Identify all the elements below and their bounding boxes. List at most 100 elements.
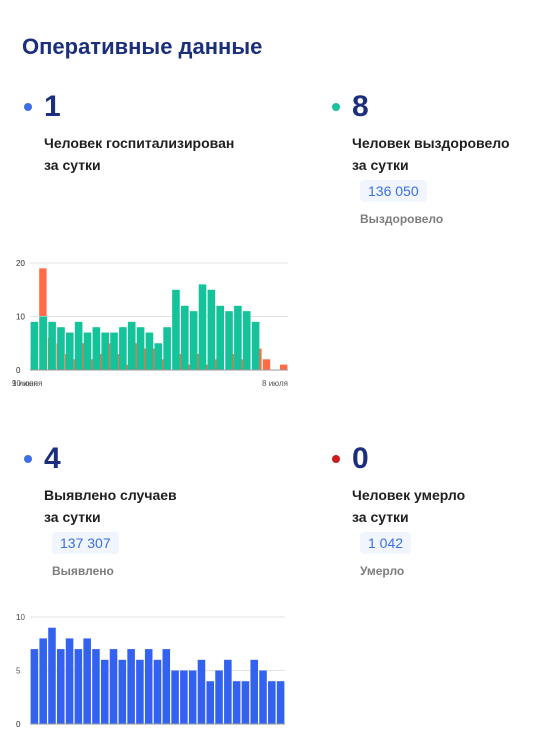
deaths-description: Человек умерло за сутки	[352, 484, 550, 528]
chart-bar	[66, 332, 74, 370]
desc-line: Выявлено случаев	[44, 487, 177, 503]
desc-line: Человек умерло	[352, 487, 466, 503]
hospitalized-count: 1	[44, 90, 61, 123]
chart-bar	[92, 327, 101, 370]
chart-bar	[100, 659, 109, 724]
y-tick-label: 0	[16, 366, 21, 375]
recovered-description: Человек выздоровело за сутки	[352, 132, 550, 176]
y-tick-label: 10	[16, 613, 25, 622]
chart-bar	[83, 332, 92, 370]
y-tick-label: 10	[16, 313, 25, 322]
chart-bar	[65, 638, 74, 724]
hospitalized-description: Человек госпитализирован за сутки	[44, 132, 244, 176]
chart-bar	[280, 364, 288, 370]
detected-total-label: Выявлено	[52, 564, 114, 578]
detected-count: 4	[44, 442, 61, 475]
chart-bar	[224, 659, 232, 724]
page-title: Оперативные данные	[22, 34, 263, 59]
chart-bar	[48, 627, 56, 724]
chart-bar	[30, 649, 39, 724]
chart-bar	[276, 681, 285, 724]
recovered-total-badge: 136 050	[360, 180, 427, 202]
chart-bar	[206, 681, 215, 724]
desc-line: Человек госпитализирован	[44, 135, 235, 151]
status-dot-icon	[24, 103, 32, 111]
chart-bar	[207, 289, 216, 370]
deaths-total-label: Умерло	[360, 564, 405, 578]
y-tick-label: 0	[16, 720, 21, 729]
chart-bar	[136, 659, 144, 724]
chart-bar	[153, 659, 162, 724]
deaths-count: 0	[352, 442, 369, 475]
status-dot-icon	[332, 455, 340, 463]
chart-bar	[172, 289, 180, 370]
chart-bar	[176, 353, 185, 370]
chart-bar	[118, 659, 127, 724]
detected-chart: 10 5 0	[16, 613, 285, 729]
chart-bar	[30, 321, 39, 370]
chart-bar	[180, 670, 188, 724]
chart-bar	[198, 284, 207, 370]
chart-bar	[144, 649, 153, 724]
chart-bar	[216, 305, 224, 370]
chart-bar	[232, 681, 241, 724]
chart-bar	[181, 305, 189, 370]
y-tick-label: 1	[16, 613, 21, 622]
deaths-chart: 10	[16, 613, 260, 729]
chart-bar	[250, 659, 259, 724]
chart-bar	[145, 332, 154, 370]
chart-bar	[268, 681, 276, 724]
status-dot-icon	[24, 455, 32, 463]
recovered-count: 8	[352, 90, 369, 123]
chart-bar	[57, 327, 65, 370]
desc-line: за сутки	[352, 157, 409, 173]
chart-bar	[194, 353, 202, 370]
chart-bar	[56, 649, 65, 724]
chart-bar	[188, 670, 197, 724]
chart-bar	[127, 649, 135, 724]
chart-bar	[197, 659, 206, 724]
chart-bar	[154, 343, 163, 370]
chart-bar	[234, 305, 242, 370]
chart-bar	[162, 649, 171, 724]
chart-bar	[163, 327, 171, 370]
recovered-total-label: Выздоровело	[360, 212, 444, 226]
recovered-chart: 20 10 0 10 июня	[12, 259, 260, 388]
chart-bar	[101, 332, 109, 370]
chart-bar	[74, 649, 83, 724]
y-tick-label: 5	[16, 667, 21, 676]
chart-bar	[251, 321, 260, 370]
desc-line: за сутки	[44, 509, 101, 525]
stat-card-deaths: 0 Человек умерло за сутки 1 042 Умерло	[330, 442, 550, 602]
y-tick-label: 20	[16, 259, 25, 268]
chart-bar	[74, 321, 83, 370]
x-tick-label-end: 8 июля	[262, 379, 288, 388]
chart-bar	[92, 649, 100, 724]
stat-card-hospitalized: 1 Человек госпитализирован за сутки	[22, 90, 277, 250]
chart-bar	[136, 327, 145, 370]
chart-bar	[185, 364, 193, 370]
chart-bar	[127, 321, 136, 370]
deaths-total-badge: 1 042	[360, 532, 412, 554]
chart-bar	[259, 670, 267, 724]
chart-bar	[119, 327, 127, 370]
chart-bar	[48, 321, 56, 370]
detected-description: Выявлено случаев за сутки	[44, 484, 244, 528]
chart-bar	[159, 359, 167, 370]
chart-bar	[225, 311, 233, 370]
desc-line: за сутки	[352, 509, 409, 525]
chart-bar	[189, 311, 198, 370]
stat-card-recovered: 8 Человек выздоровело за сутки 136 050 В…	[330, 90, 550, 250]
chart-bar	[110, 332, 118, 370]
chart-bar	[215, 670, 223, 724]
detected-total-badge: 137 307	[52, 532, 119, 554]
desc-line: Человек выздоровело	[352, 135, 510, 151]
chart-bar	[83, 638, 91, 724]
chart-bar	[262, 359, 271, 370]
x-tick-label-start: 9 июня	[12, 379, 38, 388]
desc-line: за сутки	[44, 157, 101, 173]
y-tick-label: 0	[16, 720, 21, 729]
y-tick-label: 20	[16, 259, 25, 268]
x-tick-label-start: 10 июня	[12, 379, 42, 388]
chart-bar	[171, 670, 179, 724]
